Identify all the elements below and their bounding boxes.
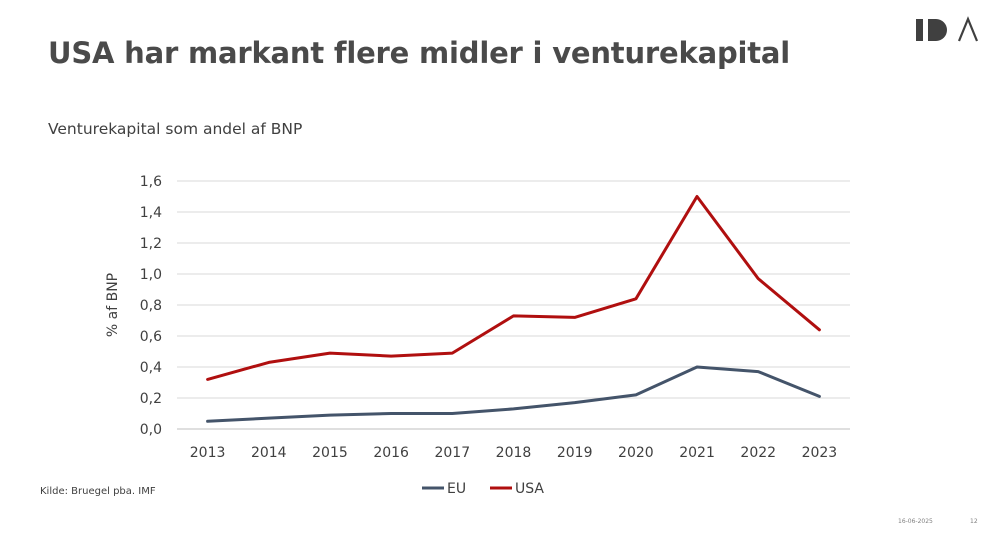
series-line-eu <box>206 365 821 423</box>
y-axis-ticks: 0,0 0,2 0,4 0,6 0,8 1,0 1,2 1,4 1,6 <box>140 174 162 438</box>
source-note: Kilde: Bruegel pba. IMF <box>40 486 156 497</box>
legend-label: USA <box>515 481 544 497</box>
x-tick-label: 2021 <box>679 445 715 461</box>
chart-title: Venturekapital som andel af BNP <box>48 120 303 138</box>
x-tick-label: 2013 <box>190 445 226 461</box>
x-tick-label: 2017 <box>434 445 470 461</box>
legend-label: EU <box>447 481 466 497</box>
x-tick-label: 2020 <box>618 445 654 461</box>
x-tick-label: 2023 <box>802 445 838 461</box>
slide-title: USA har markant flere midler i ventureka… <box>48 36 791 70</box>
x-tick-label: 2016 <box>373 445 409 461</box>
series-line-usa <box>206 195 821 381</box>
y-tick-label: 1,6 <box>140 174 162 190</box>
x-tick-label: 2019 <box>557 445 593 461</box>
y-tick-label: 0,8 <box>140 298 162 314</box>
y-tick-label: 0,6 <box>140 329 162 345</box>
y-axis-label: % af BNP <box>105 273 121 337</box>
x-tick-label: 2018 <box>496 445 532 461</box>
ida-logo-icon <box>916 16 979 42</box>
x-tick-label: 2015 <box>312 445 348 461</box>
y-tick-label: 0,0 <box>140 422 162 438</box>
x-tick-label: 2022 <box>740 445 776 461</box>
y-tick-label: 0,4 <box>140 360 162 376</box>
series-lines <box>206 195 821 423</box>
x-axis-ticks: 2013 2014 2015 2016 2017 2018 2019 2020 2021 2022… <box>190 445 837 461</box>
y-tick-label: 0,2 <box>140 391 162 407</box>
y-tick-label: 1,2 <box>140 236 162 252</box>
footer-date: 16-06-2025 <box>898 518 933 525</box>
y-tick-label: 1,0 <box>140 267 162 283</box>
x-tick-label: 2014 <box>251 445 287 461</box>
y-tick-label: 1,4 <box>140 205 162 221</box>
legend: EU USA <box>422 481 544 497</box>
gridlines <box>177 180 850 430</box>
page-number: 12 <box>970 518 978 525</box>
